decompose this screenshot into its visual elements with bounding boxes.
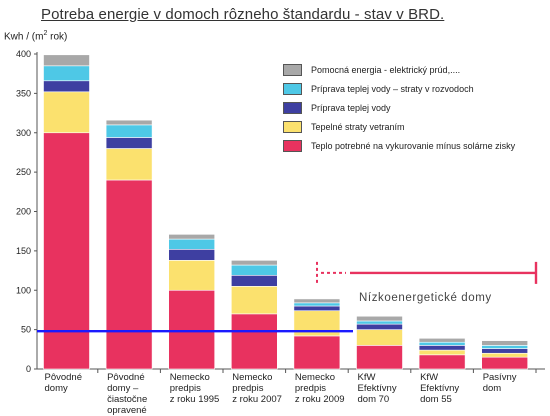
bar-segment [293, 298, 341, 304]
legend-item: Príprava teplej vody – straty v rozvodoc… [283, 79, 515, 98]
bar-segment [356, 345, 403, 370]
x-category-label-line: predpis [232, 383, 264, 394]
bar-segment [356, 320, 403, 325]
legend: Pomocná energia - elektrický prúd,.... P… [283, 60, 515, 155]
bar-segment [168, 238, 215, 250]
bar-segment [105, 148, 153, 181]
y-tick-label: 400 [16, 49, 31, 59]
y-tick-label: 150 [16, 246, 31, 256]
bar-segment [168, 249, 215, 261]
x-category-label-line: Nemecko [169, 372, 210, 383]
bar-segment [481, 352, 529, 358]
y-tick-label: 250 [16, 167, 31, 177]
x-category-label-line: Efektívny [357, 383, 397, 394]
x-category-label-line: domy – [107, 383, 139, 394]
legend-label: Príprava teplej vody – straty v rozvodoc… [311, 83, 474, 94]
x-category-label: KfW Efektívny dom 70 [358, 372, 420, 405]
bar-segment [481, 356, 529, 370]
x-category-label-line: čiastočne [107, 394, 148, 405]
annotation-low-energy-houses: Nízkoenergetické domy [359, 292, 492, 304]
bar-segment [293, 302, 341, 307]
legend-swatch [283, 139, 302, 152]
x-category-label-line: Pôvodné [44, 372, 83, 383]
bar-segment [43, 132, 90, 370]
legend-item: Pomocná energia - elektrický prúd,.... [283, 60, 515, 79]
bar-segment [105, 179, 153, 370]
bar-segment [168, 260, 215, 291]
x-category-label-line: z roku 1995 [169, 394, 220, 405]
bar-segment [105, 124, 153, 138]
bar-segment [231, 260, 278, 266]
y-tick-label: 50 [21, 325, 31, 335]
x-category-label: Pôvodné domy [45, 372, 107, 394]
x-category-label: Pasívny dom [483, 372, 545, 394]
bar-segment [481, 345, 529, 349]
bar-segment [105, 137, 153, 149]
bar-segment [231, 264, 278, 276]
legend-item: Teplo potrebné na vykurovanie mínus solá… [283, 136, 515, 155]
bar-segment [356, 315, 403, 322]
bar-segment [231, 274, 278, 287]
y-axis-label: Kwh / (m2 rok) [4, 30, 68, 43]
x-category-label-line: Pasívny [482, 372, 517, 383]
bar-segment [293, 305, 341, 312]
bar-segment [231, 286, 278, 315]
bar-segment [481, 340, 529, 346]
bar-segment [418, 345, 466, 351]
y-tick-label: 300 [16, 128, 31, 138]
x-category-label-line: Nemecko [294, 372, 336, 383]
y-tick-label: 200 [16, 207, 31, 217]
bar-segment [168, 234, 215, 240]
x-category-label: Nemecko predpis z roku 2009 [295, 372, 357, 405]
x-category-label-line: z roku 2007 [232, 394, 282, 405]
legend-swatch [283, 82, 302, 95]
x-category-label-line: Pôvodné [107, 372, 145, 383]
x-category-label-line: predpis [294, 383, 327, 394]
x-category-label: Nemecko predpis z roku 1995 [170, 372, 232, 405]
bar-segment [481, 348, 529, 354]
bar-segment [43, 54, 90, 67]
legend-item: Tepelné straty vetraním [283, 117, 515, 136]
x-category-label-line: Nemecko [232, 372, 273, 383]
y-tick-label: 100 [16, 285, 31, 295]
x-category-label: Nemecko predpis z roku 2007 [232, 372, 294, 405]
legend-label: Teplo potrebné na vykurovanie mínus solá… [311, 140, 516, 151]
legend-label: Pomocná energia - elektrický prúd,.... [311, 64, 461, 75]
bar-segment [43, 80, 90, 93]
bar-segment [168, 289, 215, 370]
bar-segment [356, 329, 403, 346]
x-category-label-line: KfW [357, 372, 376, 383]
legend-swatch [283, 120, 302, 133]
y-tick-label: 350 [16, 88, 31, 98]
bar-segment [231, 313, 278, 370]
x-category-label-line: dom 55 [420, 394, 452, 405]
bar-segment [43, 91, 90, 134]
bar-segment [418, 337, 466, 343]
bar-segment [418, 354, 466, 370]
x-category-label-line: KfW [420, 372, 439, 383]
x-category-label-line: Efektívny [420, 383, 460, 394]
bar-segment [418, 349, 466, 356]
x-category-label-line: z roku 2009 [294, 394, 345, 405]
legend-label: Tepelné straty vetraním [311, 121, 405, 132]
y-tick-label: 0 [26, 364, 31, 374]
legend-swatch [283, 63, 302, 76]
x-category-label: KfW Efektívny dom 55 [420, 372, 482, 405]
legend-item: Príprava teplej vody [283, 98, 515, 117]
x-category-label-line: predpis [169, 383, 201, 394]
chart-title: Potreba energie v domoch rôzneho štandar… [41, 6, 445, 23]
bar-segment [418, 341, 466, 346]
x-category-label-line: dom [482, 383, 502, 394]
legend-label: Príprava teplej vody [311, 102, 391, 113]
legend-swatch [283, 101, 302, 114]
x-category-label: Pôvodné domy – čiastočne opravené [107, 372, 169, 416]
bar-segment [293, 335, 341, 370]
bar-segment [356, 323, 403, 330]
x-category-label-line: domy [44, 383, 68, 394]
x-category-label-line: dom 70 [357, 394, 390, 405]
bar-segment [105, 119, 153, 126]
bar-segment [43, 65, 90, 82]
